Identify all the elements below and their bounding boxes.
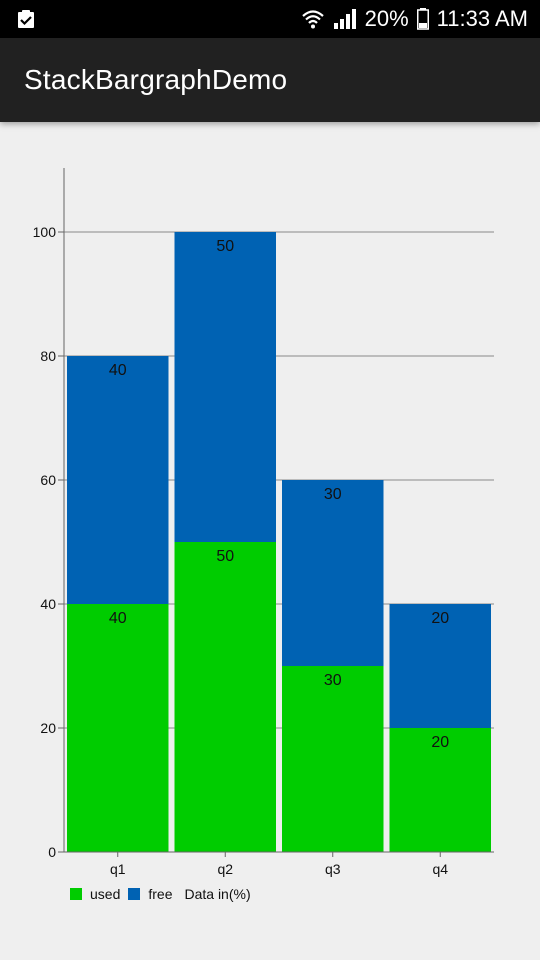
data-label-free-q4: 20 bbox=[431, 610, 449, 627]
bar-free-q1 bbox=[67, 356, 169, 604]
status-right-group: 20% 11:33 AM bbox=[301, 0, 528, 38]
bar-free-q4 bbox=[389, 604, 491, 728]
legend-label-used: used bbox=[90, 886, 121, 902]
data-label-used-q4: 20 bbox=[431, 734, 449, 751]
bar-used-q2 bbox=[174, 542, 276, 852]
y-tick-label-80: 80 bbox=[40, 348, 56, 364]
bar-free-q3 bbox=[282, 480, 384, 666]
clipboard-check-icon bbox=[18, 10, 34, 28]
legend-note: Data in(%) bbox=[184, 886, 251, 902]
app-title: StackBargraphDemo bbox=[24, 64, 288, 95]
legend-label-free: free bbox=[148, 886, 173, 902]
data-label-used-q2: 50 bbox=[216, 548, 234, 565]
y-tick-label-40: 40 bbox=[40, 596, 56, 612]
signal-icon bbox=[333, 9, 356, 29]
x-tick-label-q4: q4 bbox=[432, 861, 448, 877]
data-label-used-q3: 30 bbox=[324, 672, 342, 689]
y-tick-label-20: 20 bbox=[40, 720, 56, 736]
wifi-icon bbox=[301, 10, 324, 29]
legend-item-free: free bbox=[128, 886, 172, 902]
bar-free-q2 bbox=[174, 232, 276, 542]
legend-swatch-free bbox=[128, 888, 141, 900]
clock: 11:33 AM bbox=[436, 6, 528, 31]
battery-icon bbox=[416, 8, 429, 30]
x-tick-label-q3: q3 bbox=[325, 861, 341, 877]
app-bar: StackBargraphDemo bbox=[0, 38, 540, 122]
bar-used-q1 bbox=[67, 604, 169, 852]
x-tick-label-q2: q2 bbox=[217, 861, 233, 877]
status-bar: 20% 11:33 AM bbox=[0, 0, 540, 38]
battery-percent: 20% bbox=[364, 6, 409, 31]
x-tick-label-q1: q1 bbox=[110, 861, 126, 877]
y-tick-label-0: 0 bbox=[48, 844, 56, 860]
legend-item-used: used bbox=[70, 886, 120, 902]
chart-legend: used free Data in(%) bbox=[70, 886, 251, 902]
stacked-bar-chart: 0 20 40 60 80 100 40 40 q1 50 50 q2 30 30 q3 20 20 q4 bbox=[33, 168, 494, 877]
bar-used-q4 bbox=[389, 728, 491, 852]
legend-swatch-used bbox=[70, 888, 82, 900]
y-tick-label-60: 60 bbox=[40, 472, 56, 488]
data-label-free-q2: 50 bbox=[216, 238, 234, 255]
data-label-free-q1: 40 bbox=[109, 362, 127, 379]
bar-used-q3 bbox=[282, 666, 384, 852]
data-label-free-q3: 30 bbox=[324, 486, 342, 503]
y-tick-label-100: 100 bbox=[33, 224, 57, 240]
data-label-used-q1: 40 bbox=[109, 610, 127, 627]
